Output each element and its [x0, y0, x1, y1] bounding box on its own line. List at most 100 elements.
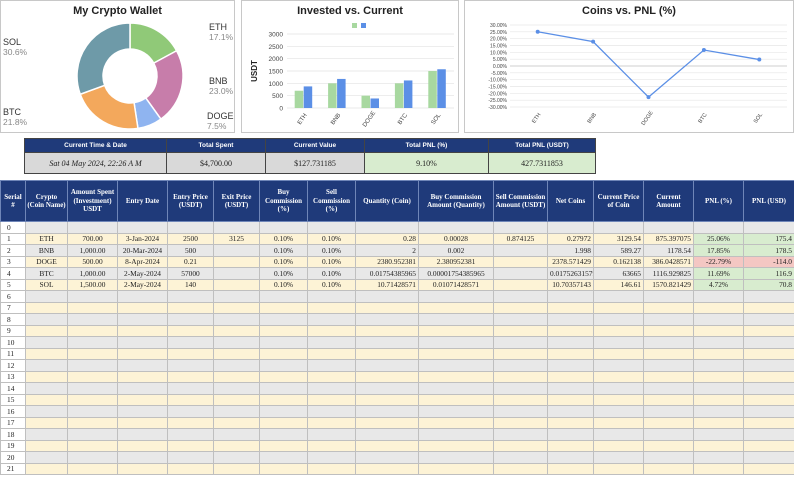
table-cell[interactable] — [593, 439, 644, 452]
table-cell[interactable] — [25, 451, 68, 464]
table-cell[interactable]: 0.10% — [307, 244, 356, 257]
bar-sol-s1[interactable] — [437, 69, 446, 108]
table-cell[interactable] — [213, 301, 260, 314]
table-cell[interactable] — [213, 405, 260, 418]
table-cell[interactable] — [167, 370, 214, 383]
table-cell[interactable] — [743, 359, 794, 372]
table-cell[interactable] — [307, 405, 356, 418]
table-cell[interactable] — [117, 451, 168, 464]
table-cell[interactable]: 0.10% — [259, 278, 308, 291]
table-cell[interactable]: 2380.952381 — [355, 255, 419, 268]
table-cell[interactable] — [167, 416, 214, 429]
table-cell[interactable] — [693, 359, 744, 372]
table-cell[interactable] — [167, 313, 214, 326]
table-cell[interactable] — [593, 428, 644, 441]
table-row[interactable]: 20 — [0, 451, 794, 464]
table-cell[interactable]: 178.5 — [743, 244, 794, 257]
table-row[interactable]: 18 — [0, 428, 794, 441]
table-cell[interactable]: 500 — [167, 244, 214, 257]
pnl-series-line[interactable] — [537, 31, 760, 99]
table-cell[interactable] — [743, 221, 794, 234]
wallet-chart[interactable]: My Crypto Wallet ETH 17.1% BNB 23.0% DOGE 7.5… — [0, 0, 235, 133]
table-cell[interactable]: 25.06% — [693, 232, 744, 245]
table-cell[interactable] — [67, 336, 118, 349]
table-cell[interactable] — [259, 382, 308, 395]
table-cell[interactable]: 0.00001754385965 — [418, 267, 494, 280]
table-cell[interactable] — [307, 370, 356, 383]
summary-pnl-pct[interactable]: 9.10% — [364, 152, 489, 174]
table-cell[interactable]: 0.10% — [259, 255, 308, 268]
pnl-chart[interactable]: Coins vs. PNL (%) 30.00% 25.00% 20.00% 15.0… — [464, 0, 794, 133]
table-cell[interactable] — [167, 462, 214, 475]
table-cell[interactable]: 0.27972 — [547, 232, 594, 245]
table-cell[interactable] — [643, 347, 694, 360]
table-cell[interactable] — [117, 416, 168, 429]
table-cell[interactable] — [547, 336, 594, 349]
table-cell[interactable] — [418, 347, 494, 360]
table-cell[interactable] — [493, 290, 548, 303]
table-cell[interactable] — [25, 290, 68, 303]
table-cell[interactable] — [418, 382, 494, 395]
table-row[interactable]: 21 — [0, 462, 794, 475]
table-cell[interactable] — [593, 290, 644, 303]
table-cell[interactable] — [25, 439, 68, 452]
table-cell[interactable] — [25, 359, 68, 372]
table-cell[interactable]: 0.28 — [355, 232, 419, 245]
table-cell[interactable]: 70.8 — [743, 278, 794, 291]
table-cell[interactable]: 3-Jan-2024 — [117, 232, 168, 245]
table-cell[interactable] — [693, 301, 744, 314]
column-header[interactable]: Exit Price (USDT) — [213, 180, 260, 222]
serial-cell[interactable]: 10 — [0, 336, 26, 349]
table-cell[interactable] — [693, 370, 744, 383]
serial-cell[interactable]: 21 — [0, 462, 26, 475]
table-row[interactable]: 3 DOGE 500.00 8-Apr-2024 0.21 0.10% 0.10% 2380.… — [0, 255, 794, 268]
table-cell[interactable] — [743, 370, 794, 383]
table-cell[interactable] — [167, 221, 214, 234]
table-cell[interactable] — [67, 382, 118, 395]
table-cell[interactable] — [117, 405, 168, 418]
table-cell[interactable] — [117, 393, 168, 406]
summary-time[interactable]: Sat 04 May 2024, 22:26 A M — [24, 152, 167, 174]
table-cell[interactable] — [355, 428, 419, 441]
table-cell[interactable] — [547, 393, 594, 406]
table-cell[interactable] — [307, 382, 356, 395]
table-cell[interactable] — [307, 347, 356, 360]
table-cell[interactable] — [25, 370, 68, 383]
table-cell[interactable] — [547, 324, 594, 337]
column-header[interactable]: Buy Commission (%) — [259, 180, 308, 222]
table-cell[interactable] — [213, 393, 260, 406]
table-cell[interactable] — [493, 278, 548, 291]
table-cell[interactable] — [25, 416, 68, 429]
table-cell[interactable] — [307, 428, 356, 441]
pnl-point-bnb[interactable] — [591, 39, 596, 44]
table-cell[interactable]: BTC — [25, 267, 68, 280]
table-cell[interactable] — [418, 393, 494, 406]
table-cell[interactable]: 10.71428571 — [355, 278, 419, 291]
table-cell[interactable]: 116.9 — [743, 267, 794, 280]
table-cell[interactable] — [213, 267, 260, 280]
table-cell[interactable] — [693, 324, 744, 337]
table-cell[interactable] — [643, 382, 694, 395]
table-cell[interactable] — [593, 382, 644, 395]
table-cell[interactable]: 1,000.00 — [67, 244, 118, 257]
table-cell[interactable] — [743, 393, 794, 406]
serial-cell[interactable]: 13 — [0, 370, 26, 383]
table-row[interactable]: 1 ETH 700.00 3-Jan-2024 2500 3125 0.10% 0.10% 0.… — [0, 232, 794, 245]
table-cell[interactable] — [743, 301, 794, 314]
table-cell[interactable] — [693, 416, 744, 429]
table-row[interactable]: 12 — [0, 359, 794, 372]
table-cell[interactable] — [25, 393, 68, 406]
table-cell[interactable]: 3129.54 — [593, 232, 644, 245]
table-cell[interactable] — [418, 324, 494, 337]
table-cell[interactable] — [693, 347, 744, 360]
table-cell[interactable]: SOL — [25, 278, 68, 291]
table-cell[interactable] — [213, 313, 260, 326]
serial-cell[interactable]: 6 — [0, 290, 26, 303]
serial-cell[interactable]: 19 — [0, 439, 26, 452]
table-cell[interactable] — [259, 405, 308, 418]
table-cell[interactable] — [418, 370, 494, 383]
table-cell[interactable] — [418, 313, 494, 326]
table-cell[interactable] — [355, 439, 419, 452]
bar-sol-s0[interactable] — [428, 71, 437, 108]
table-cell[interactable]: 0.00028 — [418, 232, 494, 245]
